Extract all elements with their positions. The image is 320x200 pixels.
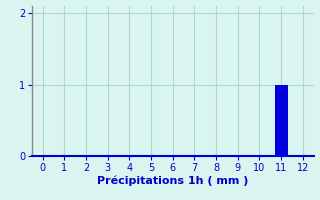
- X-axis label: Précipitations 1h ( mm ): Précipitations 1h ( mm ): [97, 176, 249, 186]
- Bar: [275, 85, 288, 156]
